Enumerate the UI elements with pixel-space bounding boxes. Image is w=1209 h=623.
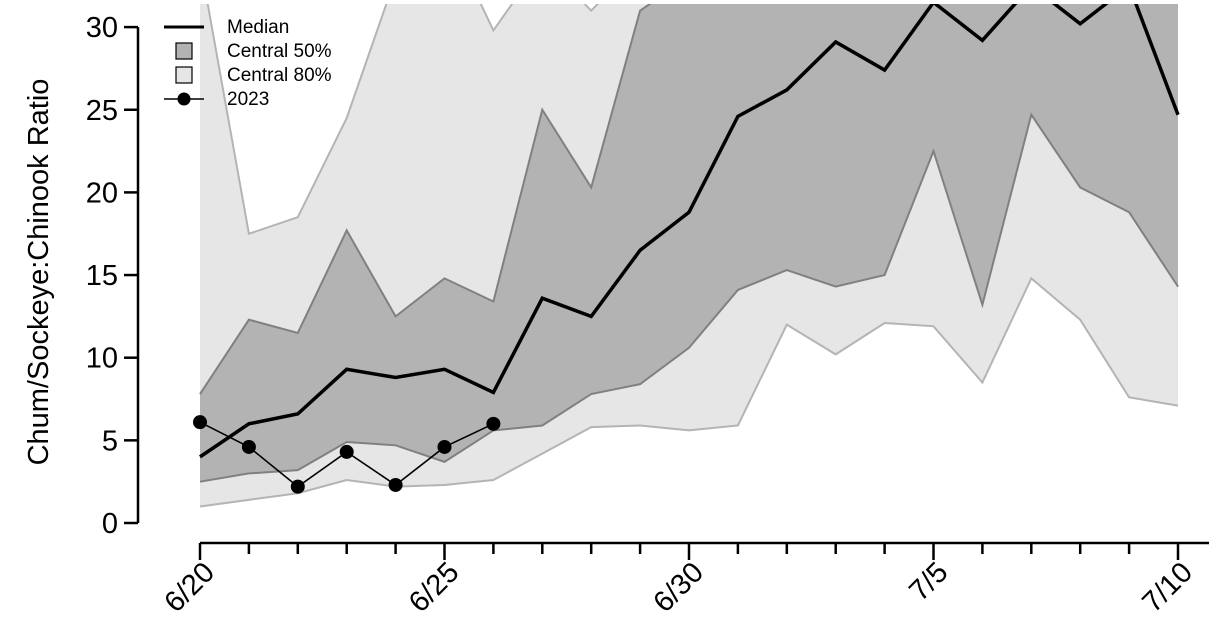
- legend-label: Median: [227, 17, 289, 38]
- y-tick-label: 15: [86, 260, 118, 292]
- x-tick-label: 6/30: [647, 556, 710, 619]
- data-point-2023: [486, 416, 501, 431]
- data-point-2023: [193, 415, 207, 430]
- y-axis-label: Chum/Sockeye:Chinook Ratio: [23, 79, 55, 466]
- band-lower-edge-central-80-: [199, 276, 1179, 508]
- legend-label: 2023: [227, 89, 269, 110]
- x-tick-label: 7/10: [1136, 556, 1199, 619]
- band-central-50-: [200, 4, 1178, 482]
- median-line: [199, 4, 1180, 459]
- band-upper-edge-central-80-: [206, 4, 600, 236]
- y-tick-label: 30: [86, 12, 118, 44]
- y-tick-label: 20: [86, 177, 118, 209]
- legend-label: Central 50%: [227, 41, 332, 62]
- data-point-2023: [388, 477, 403, 492]
- y-tick-label: 10: [86, 343, 118, 375]
- band-upper-edge-central-50-: [199, 4, 652, 395]
- legend-swatch-central-50-: [175, 42, 193, 60]
- legend-swatch-central-80-: [175, 66, 193, 84]
- x-tick-label: 6/20: [158, 556, 221, 619]
- y-tick-label: 25: [86, 95, 118, 127]
- data-point-2023: [290, 479, 305, 494]
- band-lower-edge-central-50-: [199, 112, 1179, 483]
- data-point-2023: [437, 439, 452, 454]
- y-tick-label: 5: [102, 425, 118, 457]
- x-tick-label: 7/5: [903, 556, 954, 607]
- legend-2023-swatch-point: [177, 92, 191, 106]
- x-tick-label: 6/25: [403, 556, 466, 619]
- legend: Median Central 50% Central 80% 2023: [164, 17, 332, 110]
- data-point-2023: [241, 439, 256, 454]
- legend-label: Central 80%: [227, 65, 332, 86]
- plot-area: [193, 4, 1180, 508]
- data-point-2023: [339, 444, 354, 459]
- y-tick-label: 0: [102, 508, 118, 540]
